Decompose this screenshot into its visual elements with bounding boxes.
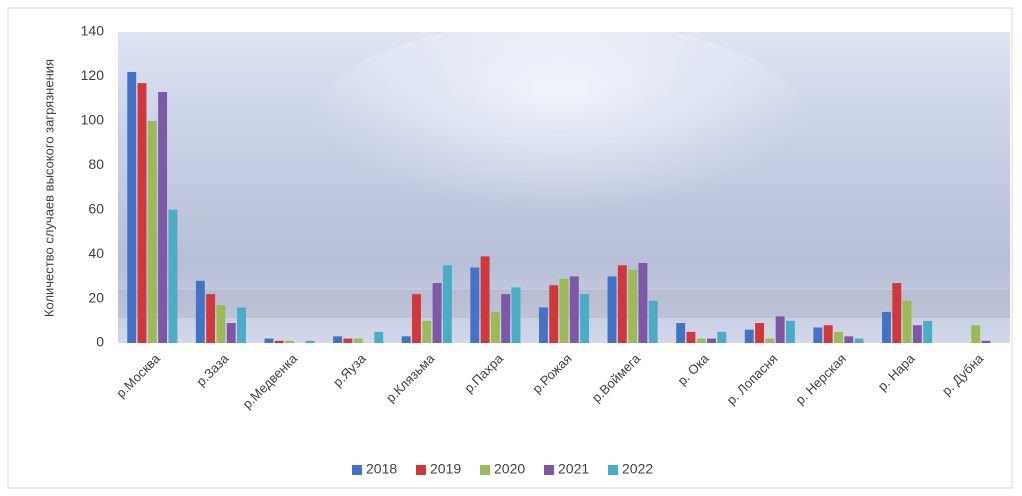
bar xyxy=(353,338,363,343)
bar xyxy=(971,325,981,343)
bar xyxy=(206,294,216,343)
legend-label: 2018 xyxy=(366,461,397,477)
bar xyxy=(216,305,226,343)
legend-swatch xyxy=(352,465,362,475)
bar xyxy=(607,276,617,343)
bar xyxy=(617,265,627,343)
bar xyxy=(490,311,500,343)
bar xyxy=(844,336,854,343)
bar xyxy=(707,338,716,343)
y-tick-label: 80 xyxy=(88,156,104,172)
bar xyxy=(127,71,137,343)
bar xyxy=(285,340,294,343)
y-tick-label: 100 xyxy=(81,112,105,128)
bar xyxy=(717,331,727,343)
bar xyxy=(343,338,353,343)
bar xyxy=(580,294,590,343)
bar xyxy=(902,300,912,343)
bar xyxy=(823,325,833,343)
bar xyxy=(137,83,147,343)
bar xyxy=(696,338,706,343)
legend-swatch xyxy=(608,465,618,475)
bar xyxy=(226,323,236,343)
bar xyxy=(237,307,246,343)
bar xyxy=(333,336,343,343)
bar xyxy=(549,285,559,343)
bar xyxy=(147,120,157,343)
bar xyxy=(432,283,442,343)
bar xyxy=(569,276,579,343)
bar xyxy=(480,256,490,343)
bar xyxy=(501,294,511,343)
bar xyxy=(912,325,922,343)
water-glare xyxy=(300,20,820,260)
y-tick-label: 20 xyxy=(88,289,104,305)
bar xyxy=(981,340,991,343)
y-tick-label: 60 xyxy=(88,200,104,216)
bar xyxy=(834,331,843,343)
bar xyxy=(628,269,638,343)
legend-swatch xyxy=(544,465,554,475)
bar xyxy=(854,338,864,343)
bar xyxy=(559,278,569,343)
legend-swatch xyxy=(416,465,426,475)
bar xyxy=(892,283,902,343)
bar xyxy=(775,316,785,343)
legend-label: 2021 xyxy=(558,461,589,477)
bar xyxy=(374,331,384,343)
legend-label: 2020 xyxy=(494,461,525,477)
bar xyxy=(744,329,754,343)
legend-label: 2019 xyxy=(430,461,461,477)
bar xyxy=(470,267,480,343)
bar xyxy=(305,340,315,343)
legend-label: 2022 xyxy=(622,461,653,477)
bar xyxy=(676,323,686,343)
y-tick-label: 140 xyxy=(81,23,105,39)
y-axis-label: Количество случаев высокого загрязнения xyxy=(41,59,56,317)
bar xyxy=(538,307,548,343)
bar xyxy=(648,300,658,343)
y-tick-label: 40 xyxy=(88,245,104,261)
bar xyxy=(923,320,933,343)
bar xyxy=(264,338,274,343)
bar xyxy=(765,338,775,343)
bar xyxy=(442,265,452,343)
bar xyxy=(422,320,432,343)
bar xyxy=(882,311,891,343)
bar xyxy=(195,280,205,343)
y-tick-label: 120 xyxy=(81,67,105,83)
bar xyxy=(511,287,521,343)
bar xyxy=(755,323,765,343)
bar xyxy=(813,327,823,343)
bar xyxy=(412,294,421,343)
bar xyxy=(785,320,795,343)
y-tick-label: 0 xyxy=(96,334,104,350)
bar xyxy=(274,340,284,343)
bar xyxy=(168,209,178,343)
bar xyxy=(158,91,168,343)
bar xyxy=(686,331,696,343)
bar xyxy=(401,336,411,343)
legend-swatch xyxy=(480,465,490,475)
bar xyxy=(638,263,648,343)
